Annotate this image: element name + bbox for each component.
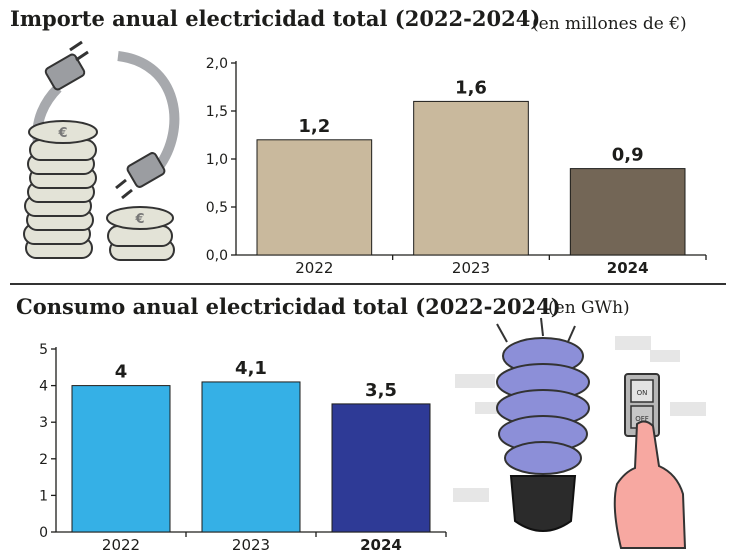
- y-tick-label: 1,0: [206, 152, 228, 168]
- value-label-2024: 0,9: [612, 145, 644, 166]
- y-tick-label: 2,0: [206, 56, 228, 72]
- light-bulb-and-switch-icon: ON OFF: [453, 317, 706, 549]
- chart2-unit: (en GWh): [548, 298, 630, 318]
- value-label-2023: 4,1: [235, 358, 267, 379]
- y-tick-label: 0,0: [206, 248, 228, 264]
- y-tick-label: 3: [39, 415, 48, 431]
- plug-and-euro-coins-icon: € €: [23, 40, 180, 261]
- value-label-2022: 4: [115, 362, 128, 383]
- svg-text:€: €: [57, 126, 67, 141]
- switch-off-label: OFF: [635, 415, 649, 423]
- bar-2023: [201, 381, 301, 533]
- bar-2024: [569, 168, 686, 256]
- bar-2024: [331, 403, 431, 533]
- y-tick-label: 1: [39, 488, 48, 504]
- svg-text:€: €: [134, 212, 144, 227]
- chart-consumo: 0 1 2 3 4 5 4 2022 4,1 2023 3,5 2024: [39, 342, 447, 554]
- y-tick-label: 5: [39, 342, 48, 358]
- y-tick-label: 0,5: [206, 200, 228, 216]
- y-tick-label: 0: [39, 525, 48, 541]
- category-label-2022: 2022: [102, 536, 140, 554]
- y-tick-label: 1,5: [206, 104, 228, 120]
- bar-2023: [413, 100, 529, 256]
- bar-2022: [256, 139, 373, 256]
- chart1-title: Importe anual electricidad total (2022-2…: [10, 6, 541, 31]
- category-label-2024: 2024: [607, 259, 649, 277]
- chart-importe: 0,0 0,5 1,0 1,5 2,0 1,2 2022 1,6 2023 0,9 2024: [206, 56, 707, 277]
- category-label-2022: 2022: [295, 259, 333, 277]
- y-tick-label: 2: [39, 452, 48, 468]
- value-label-2024: 3,5: [365, 380, 397, 401]
- y-tick-label: 4: [39, 379, 48, 395]
- chart2-title: Consumo anual electricidad total (2022-2…: [16, 294, 561, 319]
- chart1-unit: (en millones de €): [532, 14, 687, 34]
- bar-2022: [71, 385, 171, 533]
- switch-on-label: ON: [637, 389, 648, 397]
- value-label-2022: 1,2: [298, 116, 330, 137]
- section-divider: [10, 283, 726, 285]
- value-label-2023: 1,6: [455, 77, 487, 98]
- category-label-2023: 2023: [452, 259, 490, 277]
- category-label-2023: 2023: [232, 536, 270, 554]
- category-label-2024: 2024: [360, 536, 402, 554]
